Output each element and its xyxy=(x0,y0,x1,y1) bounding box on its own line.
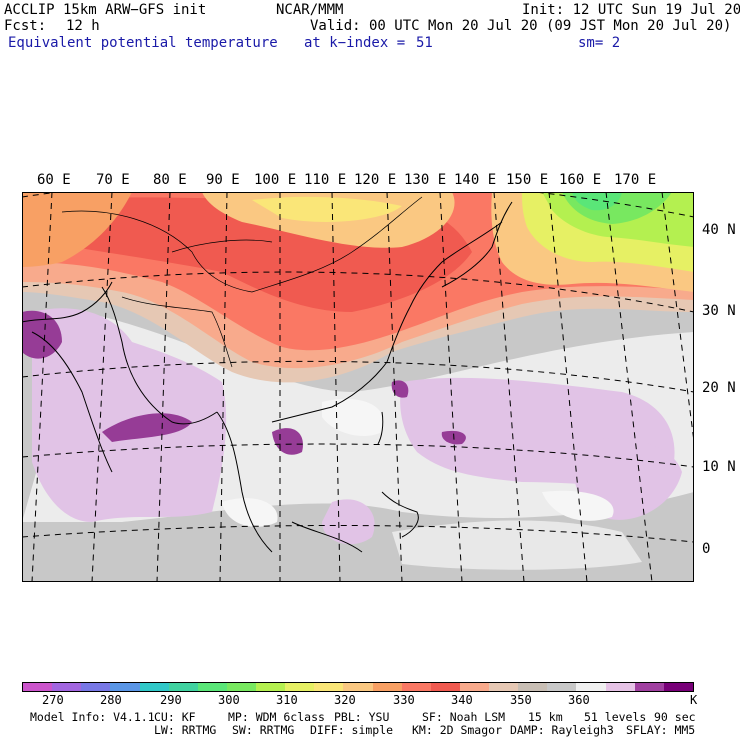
valid-time: Valid: 00 UTC Mon 20 Jul 20 (09 JST Mon … xyxy=(310,18,732,34)
colorbar-swatch xyxy=(634,683,664,691)
colorbar-swatch xyxy=(663,683,693,691)
lon-label: 60 E xyxy=(37,172,71,188)
sf-scheme: SF: Noah LSM xyxy=(422,710,506,724)
colorbar-swatch xyxy=(518,683,548,691)
lon-label: 110 E xyxy=(304,172,347,188)
init-time: Init: 12 UTC Sun 19 Jul 20 xyxy=(522,2,740,18)
colorbar-swatch xyxy=(52,683,82,691)
fcst-label: Fcst: xyxy=(4,18,47,34)
colorbar-swatch xyxy=(226,683,256,691)
lon-label: 150 E xyxy=(506,172,549,188)
colorbar-tick: 330 xyxy=(393,693,415,707)
lat-label: 30 N xyxy=(702,303,736,319)
colorbar-swatch xyxy=(197,683,227,691)
colorbar xyxy=(22,682,694,692)
colorbar-swatch xyxy=(547,683,577,691)
colorbar-swatch xyxy=(256,683,286,691)
colorbar-tick: 280 xyxy=(100,693,122,707)
field-name: Equivalent potential temperature xyxy=(8,35,278,51)
lon-label: 80 E xyxy=(153,172,187,188)
lat-label: 10 N xyxy=(702,459,736,475)
lon-label: 140 E xyxy=(454,172,497,188)
level-label: at k−index = xyxy=(304,35,406,51)
resolution: 15 km xyxy=(528,710,563,724)
lat-label: 0 xyxy=(702,541,711,557)
fcst-value: 12 h xyxy=(66,18,100,34)
colorbar-swatch xyxy=(401,683,431,691)
colorbar-swatch xyxy=(459,683,489,691)
colorbar-swatch xyxy=(285,683,315,691)
levels: 51 levels xyxy=(584,710,647,724)
km-scheme: KM: 2D Smagor xyxy=(412,723,503,737)
colorbar-tick: 270 xyxy=(42,693,64,707)
level-value: 51 xyxy=(416,35,433,51)
lw-scheme: LW: RRTMG xyxy=(154,723,217,737)
colorbar-tick: 360 xyxy=(568,693,590,707)
lon-label: 120 E xyxy=(354,172,397,188)
diff-scheme: DIFF: simple xyxy=(310,723,394,737)
lon-label: 160 E xyxy=(559,172,602,188)
sflay-scheme: SFLAY: MM5 xyxy=(626,723,696,737)
lat-label: 20 N xyxy=(702,380,736,396)
damp-scheme: DAMP: Rayleigh3 xyxy=(510,723,614,737)
colorbar-swatch xyxy=(372,683,402,691)
colorbar-swatch xyxy=(343,683,373,691)
colorbar-swatch xyxy=(81,683,111,691)
pbl-scheme: PBL: YSU xyxy=(334,710,390,724)
model-title: ACCLIP 15km ARW−GFS init xyxy=(4,2,207,18)
colorbar-tick: 300 xyxy=(218,693,240,707)
colorbar-tick: 350 xyxy=(510,693,532,707)
colorbar-swatch xyxy=(168,683,198,691)
lon-label: 170 E xyxy=(614,172,657,188)
colorbar-swatch xyxy=(489,683,519,691)
lat-label: 40 N xyxy=(702,222,736,238)
colorbar-swatch xyxy=(605,683,635,691)
org-label: NCAR/MMM xyxy=(276,2,344,18)
colorbar-unit: K xyxy=(690,693,698,707)
colorbar-swatch xyxy=(314,683,344,691)
theta-e-map xyxy=(22,192,694,582)
colorbar-tick: 310 xyxy=(276,693,298,707)
lon-label: 130 E xyxy=(404,172,447,188)
smooth-label: sm= 2 xyxy=(578,35,621,51)
model-info: Model Info: V4.1.1 xyxy=(30,710,155,724)
colorbar-swatch xyxy=(23,683,53,691)
sw-scheme: SW: RRTMG xyxy=(232,723,295,737)
lon-label: 70 E xyxy=(96,172,130,188)
lon-label: 90 E xyxy=(206,172,240,188)
colorbar-tick: 340 xyxy=(451,693,473,707)
colorbar-swatch xyxy=(139,683,169,691)
colorbar-swatch xyxy=(110,683,140,691)
lon-label: 100 E xyxy=(254,172,297,188)
mp-scheme: MP: WDM 6class xyxy=(228,710,325,724)
cu-scheme: CU: KF xyxy=(154,710,196,724)
colorbar-tick: 320 xyxy=(334,693,356,707)
colorbar-swatch xyxy=(576,683,606,691)
colorbar-swatch xyxy=(430,683,460,691)
colorbar-tick: 290 xyxy=(160,693,182,707)
timestep: 90 sec xyxy=(654,710,696,724)
